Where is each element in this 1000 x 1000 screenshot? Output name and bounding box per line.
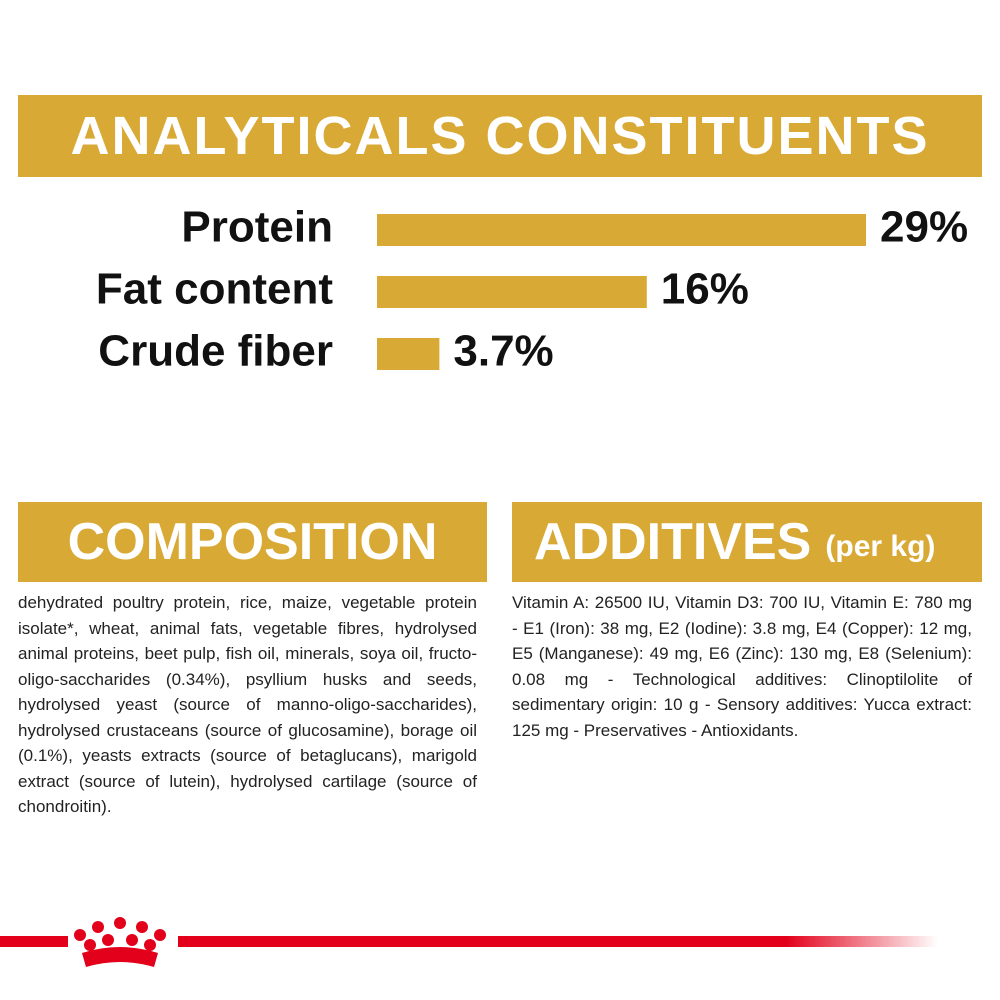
- chart: Protein 29% Fat content 16% Crude fiber 3.7%: [96, 203, 968, 376]
- category-label: Crude fiber: [98, 327, 333, 376]
- bar: [377, 214, 866, 246]
- bar: [377, 276, 647, 308]
- category-label: Fat content: [96, 265, 333, 314]
- composition-banner: COMPOSITION: [18, 502, 487, 582]
- header-title: ANALYTICALS CONSTITUENTS: [70, 106, 930, 166]
- crown-logo: [74, 917, 166, 967]
- header-banner: ANALYTICALS CONSTITUENTS: [18, 95, 982, 177]
- additives-text: Vitamin A: 26500 IU, Vitamin D3: 700 IU,…: [512, 593, 972, 740]
- value-label: 29%: [880, 203, 968, 252]
- brand-footer: [0, 917, 938, 967]
- additives-unit: (per kg): [825, 530, 936, 563]
- footer-line: [178, 936, 938, 947]
- value-label: 16%: [661, 265, 749, 314]
- composition-title: COMPOSITION: [67, 513, 438, 571]
- composition-text: dehydrated poultry protein, rice, maize,…: [18, 593, 477, 816]
- footer-line: [0, 936, 68, 947]
- additives-banner: ADDITIVES (per kg): [512, 502, 982, 582]
- additives-title: ADDITIVES: [534, 513, 812, 571]
- value-label: 3.7%: [453, 327, 553, 376]
- bar: [377, 338, 440, 370]
- category-label: Protein: [181, 203, 333, 252]
